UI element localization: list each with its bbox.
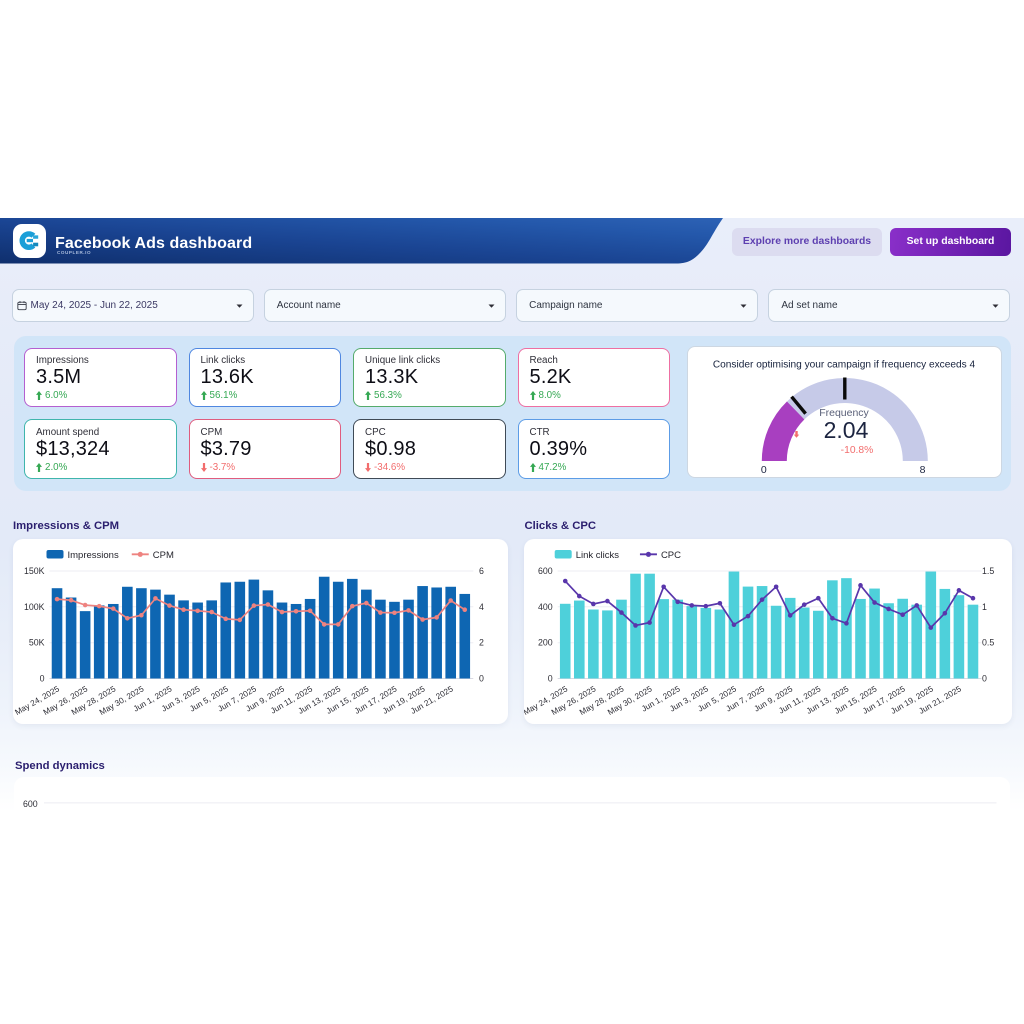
svg-text:1.5: 1.5	[982, 566, 994, 576]
svg-text:Consider optimising your campa: Consider optimising your campaign if fre…	[713, 360, 976, 371]
svg-text:Link clicks: Link clicks	[576, 550, 620, 561]
svg-text:8: 8	[920, 464, 926, 476]
svg-text:600: 600	[23, 798, 38, 808]
svg-text:4: 4	[479, 602, 484, 612]
svg-text:-10.8%: -10.8%	[841, 445, 874, 456]
svg-text:0: 0	[761, 464, 767, 476]
svg-text:50K: 50K	[28, 638, 44, 648]
svg-text:0: 0	[479, 674, 484, 684]
svg-text:2: 2	[479, 638, 484, 648]
svg-text:1: 1	[982, 602, 987, 612]
svg-text:2.04: 2.04	[824, 417, 869, 443]
svg-text:600: 600	[538, 566, 553, 576]
svg-text:100K: 100K	[23, 602, 44, 612]
svg-text:6: 6	[479, 566, 484, 576]
svg-text:Frequency: Frequency	[819, 407, 869, 419]
svg-text:CPM: CPM	[152, 550, 173, 561]
svg-text:200: 200	[538, 638, 553, 648]
svg-text:400: 400	[538, 602, 553, 612]
svg-text:150K: 150K	[23, 566, 44, 576]
svg-text:0: 0	[39, 674, 44, 684]
svg-text:0: 0	[982, 674, 987, 684]
svg-text:0: 0	[548, 674, 553, 684]
svg-text:0.5: 0.5	[982, 638, 994, 648]
svg-text:CPC: CPC	[661, 550, 681, 561]
svg-text:Impressions: Impressions	[67, 550, 118, 561]
